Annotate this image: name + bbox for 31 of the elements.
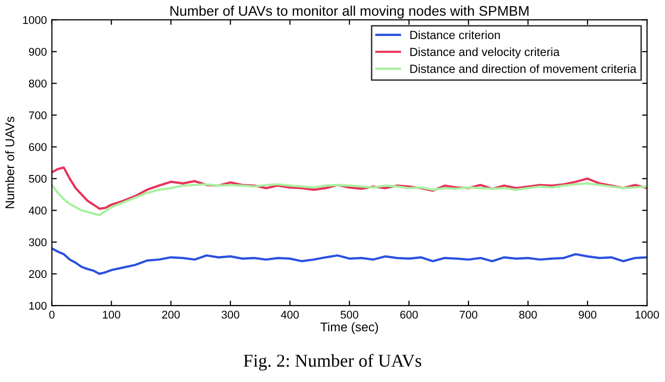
y-tick-label: 700 (29, 111, 47, 120)
x-tick-label: 600 (400, 310, 418, 319)
y-tick-label: 300 (28, 238, 47, 246)
line-series (52, 182, 648, 216)
caption: Fig. 2: Number of UAVs (244, 354, 422, 371)
x-tick-label: 700 (460, 310, 478, 319)
y-tick-label: 100 (29, 302, 47, 310)
x-axis-title: Time (sec) (320, 322, 378, 334)
legend-label: Distance and direction of movement criteria (410, 64, 636, 73)
y-axis-title: Number of UAVs (5, 116, 14, 208)
line-series (52, 166, 648, 210)
x-tick-label: 500 (340, 310, 358, 319)
line-series (52, 247, 648, 275)
x-tick-label: 400 (280, 310, 299, 319)
x-tick-label: 800 (519, 310, 537, 319)
y-tick-label: 200 (29, 270, 47, 278)
x-tick-label: 300 (222, 310, 240, 319)
y-tick-label: 500 (28, 174, 47, 183)
y-tick-label: 900 (28, 48, 47, 56)
x-tick-label: 900 (578, 310, 596, 319)
x-tick-label: 200 (162, 310, 180, 319)
x-tick-label: 1000 (636, 310, 659, 319)
legend-label: Distance criterion (410, 30, 500, 40)
x-tick-label: 0 (49, 310, 55, 319)
chart-title: Number of UAVs to monitor all moving nodes with SPMBM (170, 6, 528, 19)
y-tick-label: 400 (28, 206, 47, 214)
y-tick-label: 1000 (23, 16, 47, 24)
x-tick-label: 100 (102, 310, 120, 319)
y-tick-label: 800 (28, 80, 47, 88)
y-tick-label: 600 (29, 143, 47, 151)
legend-label: Distance and velocity criteria (410, 47, 560, 58)
